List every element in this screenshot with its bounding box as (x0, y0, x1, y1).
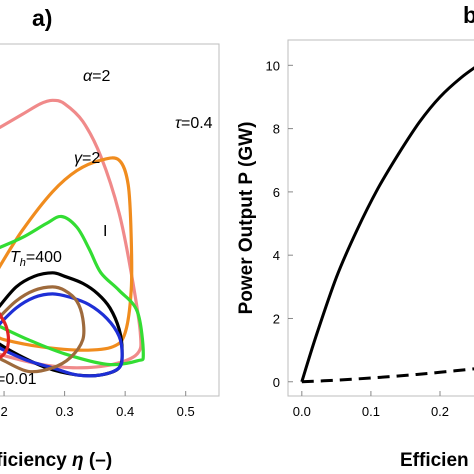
panel-b-x-tick-label: 0.1 (362, 404, 380, 419)
panel-a-series-5-line (0, 292, 124, 378)
panel-b-y-tick-label: 8 (273, 122, 280, 137)
annotation-gamma: γ=2 (74, 150, 100, 167)
panel-b-label: b (463, 2, 474, 28)
panel-a-series-3-line (0, 214, 145, 367)
panel-b-x-tick-label: 0.0 (293, 404, 311, 419)
panel-b-y-tick-label: 0 (273, 375, 280, 390)
panel-a-series-group (0, 98, 145, 378)
panel-b-frame (287, 39, 474, 397)
annotation-alpha: α=2 (83, 68, 110, 85)
panel-a-series-6-line (0, 285, 86, 374)
panel-b-series-2-line (301, 367, 474, 384)
panel-b-ticks: 0.0 0.1 0.2 0 2 4 6 8 10 (266, 58, 450, 419)
panel-b-x-title: Efficien (400, 450, 469, 471)
panel-a-x-tick-label: 0.5 (177, 404, 195, 419)
annotation-tau: τ=0.4 (175, 115, 213, 132)
panel-a-label: a) (32, 5, 52, 31)
panel-a: a) 2 0.3 0.4 0.5 α=2 τ=0.4 γ=2 I Th=400 =0.… (0, 5, 220, 471)
panel-a-frame (0, 43, 220, 397)
panel-a-x-tick-label: 0.4 (116, 404, 134, 419)
panel-b-y-tick-label: 10 (266, 58, 280, 73)
panel-b-series-1-line (300, 66, 474, 383)
annotation-i: I (103, 223, 107, 240)
panel-b-y-tick-label: 6 (273, 185, 280, 200)
panel-a-x-title: ficiency η (–) (0, 450, 112, 471)
annotation-tc: =0.01 (0, 371, 37, 388)
panel-b: b 0.0 0.1 0.2 0 2 4 6 8 10 Power Output P (GW) E… (236, 2, 474, 471)
panel-b-y-tick-label: 4 (273, 248, 280, 263)
panel-b-y-title: Power Output P (GW) (236, 122, 257, 315)
annotation-th: Th=400 (10, 249, 62, 269)
panel-a-x-tick-label: 2 (0, 404, 7, 419)
panel-b-x-tick-label: 0.2 (431, 404, 449, 419)
panel-a-x-ticks: 2 0.3 0.4 0.5 (0, 391, 195, 419)
panel-b-series-group (300, 66, 474, 384)
panel-a-series-7-line (0, 311, 11, 359)
panel-b-y-tick-label: 2 (273, 311, 280, 326)
panel-a-x-tick-label: 0.3 (56, 404, 74, 419)
